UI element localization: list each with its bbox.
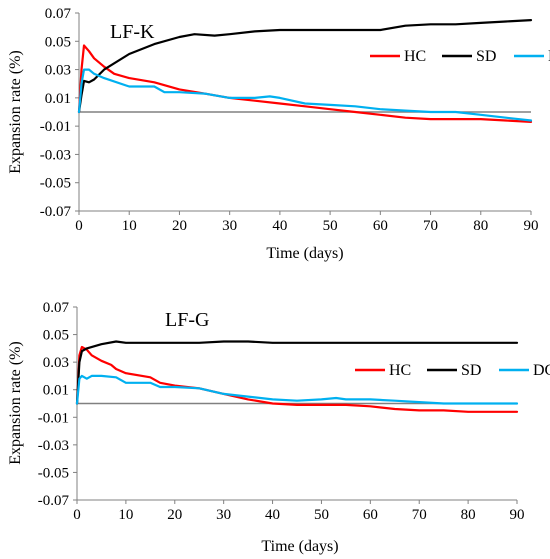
legend: HC SD DC — [355, 362, 550, 379]
x-tick-label: 80 — [473, 218, 488, 234]
legend-label-hc: HC — [404, 48, 426, 65]
x-tick-label: 10 — [118, 507, 133, 523]
x-tick-label: 0 — [75, 218, 83, 234]
x-tick-label: 60 — [363, 507, 378, 523]
y-tick-label: -0.03 — [40, 147, 71, 163]
y-tick-label: -0.03 — [38, 438, 69, 454]
x-tick-label: 0 — [73, 507, 81, 523]
x-tick-label: 90 — [524, 218, 539, 234]
series-line-dc — [75, 374, 519, 405]
y-tick-label: -0.01 — [38, 410, 69, 426]
y-axis-label: Expansion rate (%) — [7, 50, 24, 174]
y-tick-label: -0.05 — [40, 176, 71, 192]
x-tick-label: 80 — [461, 507, 476, 523]
legend-label-sd: SD — [461, 362, 481, 379]
y-tick-label: 0.01 — [43, 383, 69, 399]
legend-label-dc: DC — [533, 362, 550, 379]
series-line-hc — [77, 44, 533, 123]
x-tick-label: 30 — [222, 218, 237, 234]
y-tick-label: -0.01 — [40, 119, 71, 135]
chart-title: LF-K — [110, 21, 155, 43]
y-tick-label: -0.07 — [40, 204, 72, 220]
y-tick-label: -0.05 — [38, 465, 69, 481]
x-tick-label: 40 — [265, 507, 280, 523]
y-tick-label: 0.05 — [45, 34, 71, 50]
y-tick-label: -0.07 — [38, 493, 70, 509]
legend: HC SD DC — [370, 48, 550, 65]
y-tick-label: 0.07 — [45, 6, 72, 22]
y-tick-label: 0.01 — [45, 91, 71, 107]
series-line-sd — [75, 340, 519, 405]
legend-label-hc: HC — [389, 362, 411, 379]
y-tick-label: 0.07 — [43, 300, 70, 316]
y-tick-label: 0.05 — [43, 328, 69, 344]
y-axis-label: Expansion rate (%) — [7, 341, 24, 465]
x-tick-label: 10 — [122, 218, 137, 234]
x-tick-label: 70 — [423, 218, 438, 234]
y-tick-label: 0.03 — [45, 63, 71, 79]
x-tick-label: 40 — [272, 218, 287, 234]
chart-2: -0.07 -0.05 -0.03 -0.01 0.01 0.03 0.05 0.07 0 10 2… — [7, 300, 550, 555]
x-tick-label: 70 — [412, 507, 427, 523]
series-line-hc — [75, 345, 519, 413]
x-axis-label: Time (days) — [261, 538, 338, 555]
x-tick-label: 50 — [314, 507, 329, 523]
x-tick-label: 50 — [323, 218, 338, 234]
legend-label-sd: SD — [476, 48, 496, 65]
x-tick-label: 20 — [172, 218, 187, 234]
x-tick-label: 30 — [216, 507, 231, 523]
y-tick-label: 0.03 — [43, 355, 69, 371]
x-axis-label: Time (days) — [266, 245, 343, 262]
x-tick-label: 90 — [510, 507, 525, 523]
chart-title: LF-G — [165, 309, 209, 331]
series-line-sd — [77, 19, 533, 114]
x-tick-label: 20 — [167, 507, 182, 523]
series-line-dc — [77, 68, 533, 122]
x-tick-label: 60 — [373, 218, 388, 234]
chart-1: -0.07 -0.05 -0.03 -0.01 0.01 0.03 0.05 0.07 0 10 2… — [7, 6, 550, 262]
legend-label-dc: DC — [548, 48, 550, 65]
